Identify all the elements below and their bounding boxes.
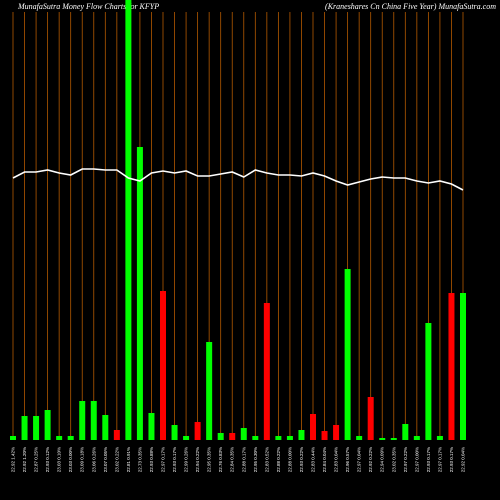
bar	[183, 436, 190, 440]
bar	[90, 401, 97, 440]
bar	[321, 431, 328, 440]
bar	[113, 430, 120, 440]
x-tick-label: 22.83 0.04%	[334, 447, 339, 472]
bar	[125, 0, 132, 440]
bar	[367, 397, 374, 440]
x-tick-label: 23.02 0.22%	[114, 447, 119, 472]
x-tick-label: 22.88 0.17%	[241, 447, 246, 472]
chart-title: MunafaSutra Money Flow Charts for KFYP	[17, 2, 159, 11]
bar	[33, 416, 40, 440]
bar	[379, 438, 386, 440]
bar	[102, 415, 109, 440]
x-tick-label: 22.84 0.35%	[230, 447, 235, 472]
bar	[21, 416, 28, 440]
x-tick-label: 22.88 0.00%	[287, 447, 292, 472]
bar	[206, 342, 213, 440]
bar	[356, 436, 363, 440]
bar	[344, 269, 351, 440]
bar	[160, 291, 166, 440]
bar	[448, 293, 455, 440]
bar	[298, 430, 305, 440]
x-tick-label: 22.96 0.57%	[345, 447, 350, 472]
money-flow-line	[12, 168, 464, 191]
x-tick-label: 22.93 0.88%	[149, 447, 154, 472]
x-tick-label: 22.73 0.35%	[137, 447, 142, 472]
bar	[240, 428, 247, 440]
x-tick-label: 22.97 0.22%	[403, 447, 408, 472]
bar	[310, 414, 316, 440]
x-tick-label: 22.92 1.42%	[11, 447, 16, 472]
x-tick-label: 22.92 0.04%	[461, 447, 466, 472]
bar	[79, 401, 86, 440]
bar	[425, 323, 432, 440]
bar	[67, 436, 74, 440]
x-tick-label: 22.97 0.17%	[161, 447, 166, 472]
bar	[229, 433, 236, 440]
x-tick-label: 22.88 0.22%	[276, 447, 281, 472]
bar	[286, 436, 293, 440]
x-tick-label: 22.94 0.22%	[195, 447, 200, 472]
bar	[136, 147, 143, 440]
bar	[56, 436, 63, 440]
bar	[390, 438, 397, 440]
x-tick-label: 22.83 0.52%	[264, 447, 269, 472]
x-tick-label: 22.93 0.17%	[172, 447, 177, 472]
bar	[252, 436, 259, 440]
x-tick-label: 22.93 0.17%	[426, 447, 431, 472]
bar	[148, 413, 155, 440]
bar	[460, 293, 466, 440]
x-tick-label: 22.92 1.20%	[22, 447, 27, 472]
x-tick-label: 23.09 0.18%	[80, 447, 85, 472]
bar	[333, 425, 340, 440]
x-tick-label: 22.93 0.17%	[449, 447, 454, 472]
bar	[217, 433, 224, 440]
x-tick-label: 22.83 0.44%	[311, 447, 316, 472]
x-tick-label: 22.93 0.12%	[45, 447, 50, 472]
bar	[10, 436, 16, 440]
x-tick-label: 23.02 0.35%	[391, 447, 396, 472]
x-tick-label: 22.95 0.35%	[207, 447, 212, 472]
x-tick-label: 22.76 0.83%	[218, 447, 223, 472]
x-tick-label: 22.81 0.91%	[126, 447, 131, 472]
x-tick-label: 22.92 0.22%	[368, 447, 373, 472]
bar	[171, 425, 178, 440]
x-tick-label: 22.94 0.09%	[380, 447, 385, 472]
x-tick-label: 22.99 0.26%	[184, 447, 189, 472]
bar	[402, 424, 409, 440]
bar	[436, 436, 443, 440]
x-tick-label: 22.95 0.30%	[253, 447, 258, 472]
bar	[275, 436, 282, 440]
x-tick-label: 23.03 0.00%	[68, 447, 73, 472]
x-tick-label: 23.06 0.26%	[91, 447, 96, 472]
x-tick-label: 23.03 0.10%	[57, 447, 62, 472]
x-tick-label: 22.87 0.25%	[34, 447, 39, 472]
bar	[263, 303, 270, 440]
x-tick-label: 23.07 0.05%	[103, 447, 108, 472]
x-tick-label: 22.97 0.04%	[357, 447, 362, 472]
bar	[413, 436, 420, 440]
bar	[194, 422, 201, 440]
x-tick-label: 22.84 0.04%	[322, 447, 327, 472]
x-tick-label: 22.97 0.00%	[414, 447, 419, 472]
chart-subtitle: (Kraneshares Cn China Five Year) MunafaS…	[325, 2, 496, 11]
bar	[44, 410, 51, 440]
x-tick-label: 22.93 0.22%	[299, 447, 304, 472]
x-tick-label: 22.97 0.17%	[437, 447, 442, 472]
